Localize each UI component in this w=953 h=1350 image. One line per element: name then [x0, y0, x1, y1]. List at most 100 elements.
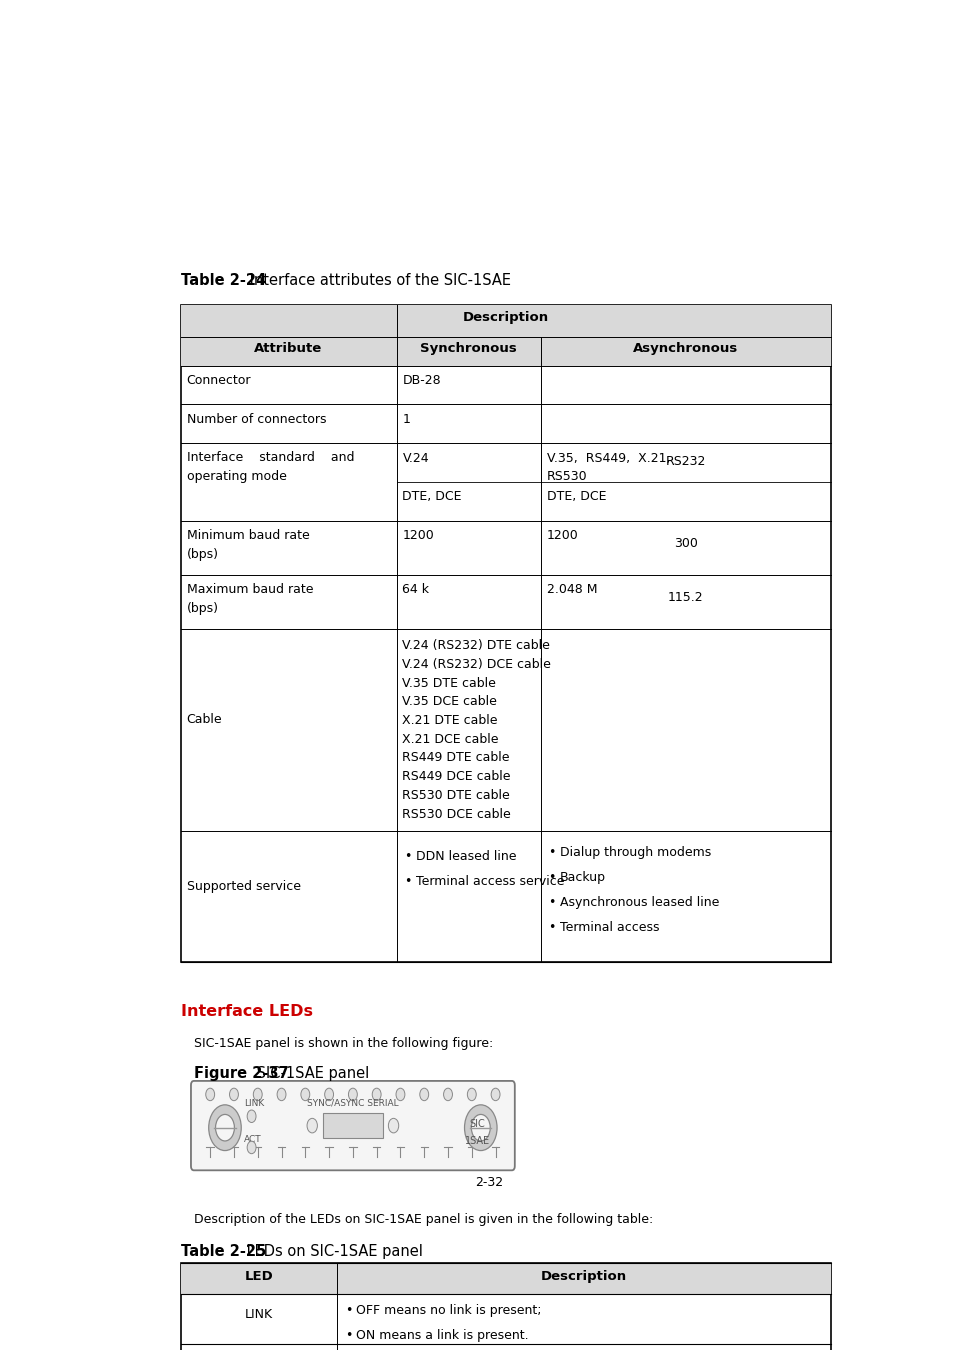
Text: Terminal access service: Terminal access service: [416, 875, 563, 888]
Text: (bps): (bps): [187, 602, 218, 614]
Text: 115.2: 115.2: [667, 591, 703, 603]
Circle shape: [206, 1088, 214, 1100]
Text: Description: Description: [462, 310, 548, 324]
Circle shape: [419, 1088, 428, 1100]
Text: Interface    standard    and: Interface standard and: [187, 451, 354, 464]
Circle shape: [388, 1118, 398, 1133]
Text: operating mode: operating mode: [187, 470, 286, 483]
Text: 1200: 1200: [402, 529, 434, 541]
Bar: [180, 1262, 830, 1295]
Text: LINK: LINK: [245, 1308, 273, 1322]
Text: •: •: [547, 921, 555, 934]
Text: •: •: [403, 850, 411, 863]
Text: LED: LED: [244, 1270, 274, 1282]
Circle shape: [276, 1088, 286, 1100]
Text: RS449 DTE cable: RS449 DTE cable: [402, 752, 510, 764]
Circle shape: [230, 1088, 238, 1100]
Text: V.24: V.24: [402, 452, 429, 464]
Text: •: •: [403, 875, 411, 888]
Text: Figure 2-37: Figure 2-37: [193, 1066, 288, 1081]
Circle shape: [253, 1088, 262, 1100]
Text: 2.048 M: 2.048 M: [546, 583, 597, 595]
Text: V.35 DCE cable: V.35 DCE cable: [402, 695, 497, 709]
Text: DTE, DCE: DTE, DCE: [546, 490, 605, 504]
Text: Description of the LEDs on SIC-1SAE panel is given in the following table:: Description of the LEDs on SIC-1SAE pane…: [193, 1212, 653, 1226]
Text: Synchronous: Synchronous: [419, 342, 517, 355]
Text: •: •: [547, 871, 555, 884]
Text: Attribute: Attribute: [254, 342, 322, 355]
Text: •: •: [344, 1304, 352, 1318]
Text: Dialup through modems: Dialup through modems: [559, 846, 710, 859]
Text: Backup: Backup: [559, 871, 605, 884]
Text: V.24 (RS232) DCE cable: V.24 (RS232) DCE cable: [402, 657, 551, 671]
Bar: [180, 336, 830, 366]
Text: 2-32: 2-32: [475, 1176, 502, 1188]
Text: 1SAE: 1SAE: [464, 1135, 489, 1146]
Text: RS449 DCE cable: RS449 DCE cable: [402, 769, 511, 783]
Text: X.21 DTE cable: X.21 DTE cable: [402, 714, 497, 726]
FancyBboxPatch shape: [191, 1081, 515, 1170]
Text: SIC: SIC: [469, 1119, 484, 1130]
Text: SYNC/ASYNC SERIAL: SYNC/ASYNC SERIAL: [307, 1099, 398, 1107]
Text: Number of connectors: Number of connectors: [187, 413, 326, 425]
Bar: [180, 305, 830, 963]
Text: Table 2-24: Table 2-24: [180, 273, 266, 289]
Text: RS530: RS530: [546, 470, 587, 483]
Text: DTE, DCE: DTE, DCE: [402, 490, 461, 504]
Circle shape: [324, 1088, 334, 1100]
Circle shape: [307, 1118, 317, 1133]
Text: DDN leased line: DDN leased line: [416, 850, 516, 863]
Circle shape: [491, 1088, 499, 1100]
Text: Cable: Cable: [187, 713, 222, 726]
Circle shape: [464, 1104, 497, 1150]
Text: SIC-1SAE panel is shown in the following figure:: SIC-1SAE panel is shown in the following…: [193, 1037, 493, 1050]
Circle shape: [372, 1088, 380, 1100]
Text: Asynchronous leased line: Asynchronous leased line: [559, 896, 719, 909]
Circle shape: [215, 1115, 234, 1141]
Circle shape: [300, 1088, 310, 1100]
Text: Maximum baud rate: Maximum baud rate: [187, 583, 313, 595]
Bar: [180, 1262, 830, 1350]
Text: ON means a link is present.: ON means a link is present.: [355, 1330, 528, 1342]
Text: RS232: RS232: [665, 455, 705, 468]
Text: RS530 DTE cable: RS530 DTE cable: [402, 788, 510, 802]
Circle shape: [467, 1088, 476, 1100]
Bar: [322, 1114, 383, 1138]
Text: Connector: Connector: [187, 374, 251, 387]
Text: V.35 DTE cable: V.35 DTE cable: [402, 676, 496, 690]
Circle shape: [395, 1088, 404, 1100]
Text: •: •: [547, 846, 555, 859]
Text: 1200: 1200: [546, 529, 578, 541]
Text: ACT: ACT: [244, 1135, 261, 1143]
Text: Supported service: Supported service: [187, 880, 300, 894]
Text: Table 2-25: Table 2-25: [180, 1245, 266, 1260]
Text: (bps): (bps): [187, 548, 218, 560]
Bar: [180, 305, 830, 336]
Text: Minimum baud rate: Minimum baud rate: [187, 529, 309, 541]
Circle shape: [247, 1141, 255, 1154]
Text: •: •: [547, 896, 555, 909]
Text: Terminal access: Terminal access: [559, 921, 659, 934]
Circle shape: [247, 1110, 255, 1122]
Text: •: •: [344, 1330, 352, 1342]
Text: V.35,  RS449,  X.21,: V.35, RS449, X.21,: [546, 452, 669, 464]
Text: 300: 300: [674, 537, 698, 549]
Text: Asynchronous: Asynchronous: [633, 342, 738, 355]
Text: DB-28: DB-28: [402, 374, 440, 387]
Circle shape: [209, 1104, 241, 1150]
Text: X.21 DCE cable: X.21 DCE cable: [402, 733, 498, 745]
Text: Interface attributes of the SIC-1SAE: Interface attributes of the SIC-1SAE: [245, 273, 511, 289]
Text: LEDs on SIC-1SAE panel: LEDs on SIC-1SAE panel: [242, 1245, 422, 1260]
Text: OFF means no link is present;: OFF means no link is present;: [355, 1304, 540, 1318]
Circle shape: [443, 1088, 452, 1100]
Text: 64 k: 64 k: [402, 583, 429, 595]
Text: SIC-1SAE panel: SIC-1SAE panel: [252, 1066, 369, 1081]
Text: V.24 (RS232) DTE cable: V.24 (RS232) DTE cable: [402, 639, 550, 652]
Text: Interface LEDs: Interface LEDs: [180, 1004, 313, 1019]
Text: Description: Description: [540, 1270, 627, 1282]
Text: RS530 DCE cable: RS530 DCE cable: [402, 807, 511, 821]
Text: LINK: LINK: [244, 1099, 264, 1107]
Text: 1: 1: [402, 413, 410, 425]
Circle shape: [471, 1115, 490, 1141]
Circle shape: [348, 1088, 357, 1100]
